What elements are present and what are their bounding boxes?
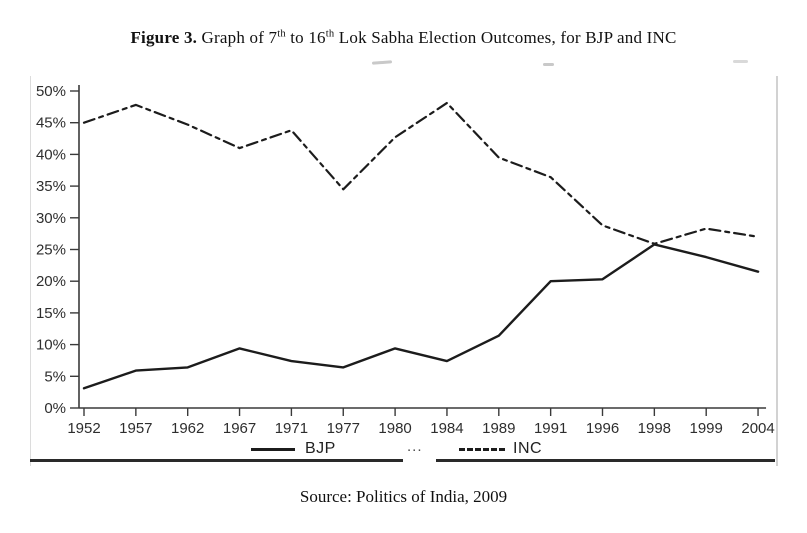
y-tick-label: 10%	[36, 337, 66, 354]
y-tick-label: 5%	[44, 368, 66, 385]
x-tick-label: 1957	[119, 420, 152, 437]
chart-canvas: 0% 5% 10% 15% 20% 25% 30% 35% 40% 45% 50% 1952 1957 1…	[36, 83, 775, 437]
x-tick-label: 1989	[482, 420, 515, 437]
figure-title: Figure 3. Graph of 7th to 16th Lok Sabha…	[0, 28, 807, 48]
y-tick-label: 40%	[36, 146, 66, 163]
figure-title-number: Figure 3.	[130, 28, 198, 47]
y-tick-label: 50%	[36, 83, 66, 100]
x-tick-label: 1952	[67, 420, 100, 437]
x-tick-label: 1967	[223, 420, 256, 437]
y-tick-label: 0%	[44, 400, 66, 417]
scan-artifact	[543, 63, 554, 66]
y-tick-label: 35%	[36, 178, 66, 195]
x-tick-label: 1991	[534, 420, 567, 437]
y-tick-label: 15%	[36, 305, 66, 322]
scan-artifact	[733, 60, 748, 63]
y-tick-label: 30%	[36, 210, 66, 227]
figure-title-text-2: to 16	[285, 28, 326, 47]
x-tick-label: 1998	[638, 420, 671, 437]
election-line-chart: 0% 5% 10% 15% 20% 25% 30% 35% 40% 45% 50% 1952 1957 1…	[30, 76, 778, 466]
x-tick-label: 1962	[171, 420, 204, 437]
source-citation: Source: Politics of India, 2009	[299, 487, 508, 506]
x-tick-label: 2004	[741, 420, 774, 437]
y-tick-label: 20%	[36, 273, 66, 290]
x-tick-label: 1977	[327, 420, 360, 437]
scan-artifact	[371, 60, 393, 65]
figure-title-text-3: Lok Sabha Election Outcomes, for BJP and…	[334, 28, 677, 47]
figure-title-sup-1: th	[277, 28, 286, 40]
y-tick-label: 25%	[36, 242, 66, 259]
inc-line	[82, 101, 760, 245]
x-tick-label: 1971	[275, 420, 308, 437]
x-tick-label: 1999	[690, 420, 723, 437]
x-tick-label: 1984	[430, 420, 463, 437]
figure-title-sup-2: th	[325, 28, 335, 40]
bjp-line	[82, 243, 760, 390]
y-tick-label: 45%	[36, 115, 66, 132]
x-tick-label: 1980	[378, 420, 411, 437]
figure-title-text-1: Graph of 7	[197, 28, 278, 47]
x-tick-label: 1996	[586, 420, 619, 437]
